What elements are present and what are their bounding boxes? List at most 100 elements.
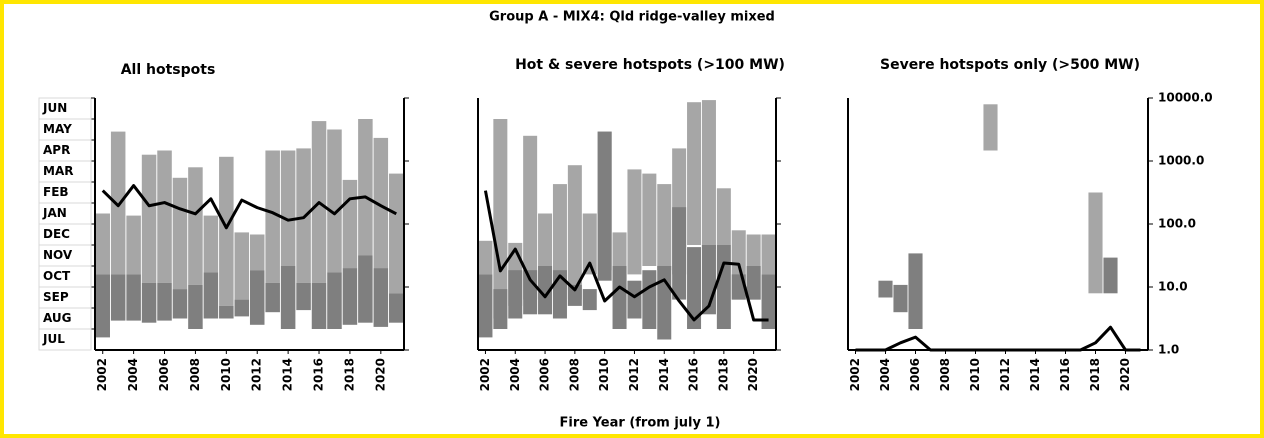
x-tick-label: 2014 <box>657 358 671 391</box>
month-range-bar <box>716 245 731 329</box>
month-range-bar <box>389 173 404 294</box>
month-range-bar <box>582 289 597 311</box>
x-tick-label: 2002 <box>848 358 862 391</box>
x-tick-label: 2006 <box>538 358 552 391</box>
month-label-box <box>38 97 92 120</box>
y-category-label: NOV <box>43 248 73 262</box>
month-range-bar <box>508 270 523 319</box>
month-range-bar <box>761 234 776 275</box>
month-range-bar <box>893 284 908 313</box>
x-axis-title: Fire Year (from july 1) <box>559 416 720 431</box>
x-tick-label: 2008 <box>188 358 202 391</box>
month-range-bar <box>188 167 203 285</box>
x-tick-label: 2016 <box>687 358 701 391</box>
x-tick-label: 2004 <box>508 358 522 391</box>
x-tick-label: 2008 <box>567 358 581 391</box>
month-range-bar <box>126 274 141 321</box>
x-tick-label: 2014 <box>281 358 295 391</box>
month-range-bar <box>327 272 342 329</box>
x-tick-label: 2018 <box>1088 358 1102 391</box>
x-tick-label: 2002 <box>478 358 492 391</box>
month-range-bar <box>311 282 327 329</box>
month-range-bar <box>761 274 776 329</box>
month-range-bar <box>95 274 110 338</box>
month-range-bar <box>110 274 126 321</box>
month-range-bar <box>249 234 265 271</box>
month-range-bar <box>716 188 731 245</box>
month-range-bar <box>157 150 172 283</box>
month-range-bar <box>219 305 234 319</box>
month-range-bar <box>582 213 597 275</box>
x-tick-label: 2008 <box>938 358 952 391</box>
month-range-bar <box>687 247 702 329</box>
x-tick-label: 2020 <box>746 358 760 391</box>
x-tick-label: 2012 <box>250 358 264 391</box>
x-tick-label: 2010 <box>219 358 233 391</box>
month-range-bar <box>203 215 219 273</box>
month-range-bar <box>1088 192 1103 294</box>
x-tick-label: 2020 <box>1118 358 1132 391</box>
month-range-bar <box>141 154 157 283</box>
y-category-label: DEC <box>43 227 70 241</box>
month-range-bar <box>373 268 389 327</box>
month-range-bar <box>358 119 373 256</box>
month-range-bar <box>265 150 280 283</box>
month-range-bar <box>1103 257 1118 294</box>
month-range-bar <box>552 184 567 290</box>
month-range-bar <box>157 282 172 321</box>
x-tick-label: 2006 <box>157 358 171 391</box>
x-tick-label: 2002 <box>95 358 109 391</box>
month-range-bar <box>280 150 296 266</box>
y-category-label: MAR <box>43 164 73 178</box>
month-range-bar <box>172 289 188 319</box>
month-range-bar <box>657 184 672 271</box>
x-tick-label: 2020 <box>373 358 387 391</box>
panel-title: All hotspots <box>121 62 216 78</box>
month-range-bar <box>493 289 508 329</box>
month-range-bar <box>642 270 657 329</box>
x-tick-label: 2016 <box>1058 358 1072 391</box>
month-range-bar <box>657 266 672 340</box>
month-range-bar <box>478 240 493 275</box>
x-tick-label: 2012 <box>627 358 641 391</box>
y2-tick-label: 10.0 <box>1158 280 1188 294</box>
month-range-bar <box>389 293 404 323</box>
month-range-bar <box>249 270 265 325</box>
month-range-bar <box>523 270 538 315</box>
y2-tick-label: 100.0 <box>1158 217 1196 231</box>
month-range-bar <box>493 119 508 319</box>
x-tick-label: 2010 <box>597 358 611 391</box>
x-tick-label: 2016 <box>312 358 326 391</box>
month-range-bar <box>327 129 342 273</box>
month-range-bar <box>342 268 358 325</box>
month-range-bar <box>373 137 389 269</box>
month-range-bar <box>265 282 280 313</box>
count-line <box>483 190 769 322</box>
month-range-bar <box>567 165 582 300</box>
y-category-label: SEP <box>43 290 69 304</box>
month-range-bar <box>95 213 110 275</box>
month-range-bar <box>538 266 553 315</box>
x-tick-label: 2010 <box>968 358 982 391</box>
y-category-label: APR <box>43 143 70 157</box>
month-range-bar <box>126 215 141 275</box>
x-tick-label: 2018 <box>716 358 730 391</box>
month-range-bar <box>878 280 893 298</box>
month-range-bar <box>672 207 687 300</box>
month-range-bar <box>627 169 642 275</box>
panel-title: Hot & severe hotspots (>100 MW) <box>515 57 785 73</box>
y2-tick-label: 1.0 <box>1158 343 1179 357</box>
month-range-bar <box>234 232 250 300</box>
x-tick-label: 2004 <box>126 358 140 391</box>
y-category-label: JAN <box>42 206 67 220</box>
x-tick-label: 2012 <box>998 358 1012 391</box>
month-range-bar <box>523 135 538 300</box>
y2-tick-label: 10000.0 <box>1158 91 1213 105</box>
month-range-bar <box>342 179 358 269</box>
y-category-label: FEB <box>43 185 69 199</box>
month-range-bar <box>612 266 627 329</box>
x-tick-label: 2014 <box>1028 358 1042 391</box>
month-range-bar <box>234 299 250 317</box>
month-range-bar <box>478 274 493 338</box>
month-range-bar <box>219 156 234 306</box>
